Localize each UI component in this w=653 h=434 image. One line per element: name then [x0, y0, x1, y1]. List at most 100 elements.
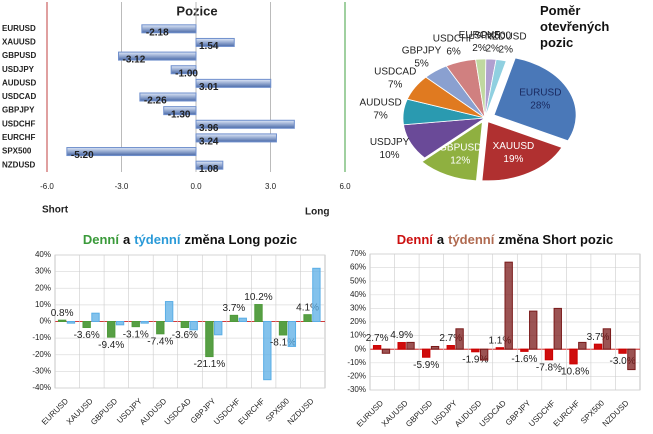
pie-slice [481, 121, 563, 182]
pie-value-label: 7% [373, 111, 388, 122]
x-tick-label: USDCAD [163, 396, 193, 426]
title-part: změna Short pozic [498, 232, 613, 247]
bar [82, 321, 91, 328]
x-tick-label: 6.0 [339, 182, 351, 191]
data-label: -1.9% [462, 354, 488, 365]
bar [627, 348, 636, 371]
bar [397, 342, 406, 350]
bar [618, 348, 627, 354]
pie-label: USDCAD [374, 66, 416, 77]
y-tick-label: 30% [35, 267, 51, 276]
bar [66, 147, 197, 157]
bar [471, 348, 480, 353]
y-tick-label: -30% [32, 366, 51, 375]
y-tick-label: AUDUSD [2, 78, 36, 87]
bar [66, 321, 76, 324]
x-tick-label: -6.0 [40, 182, 54, 191]
pie-label: AUDUSD [359, 98, 401, 109]
data-label: 10.2% [244, 292, 272, 303]
y-tick-label: -30% [347, 385, 366, 394]
bar [529, 310, 538, 350]
bar [189, 321, 198, 331]
pie-value-label: 2% [499, 45, 514, 56]
data-label: 2.7% [366, 333, 389, 344]
data-label: -1.30 [168, 109, 191, 120]
y-tick-label: 40% [350, 290, 366, 299]
pie-label: USDCHF [433, 34, 475, 45]
data-label: 3.24 [199, 137, 219, 148]
pie-slice [484, 59, 507, 119]
y-tick-label: EURCHF [2, 133, 35, 142]
pie-slice [421, 121, 483, 182]
pie-value-label: 28% [530, 100, 550, 111]
data-label: 1.1% [488, 335, 511, 346]
y-tick-label: 50% [350, 276, 366, 285]
data-label: -3.6% [172, 330, 198, 341]
bar [553, 307, 562, 350]
bar [214, 321, 223, 336]
annotation: Long [305, 207, 329, 218]
bar [118, 51, 197, 61]
data-label: 0.8% [51, 308, 74, 319]
pie-label: EURCHF [459, 30, 501, 41]
bar [195, 133, 277, 143]
y-tick-label: 0% [39, 317, 51, 326]
y-tick-label: 70% [350, 249, 366, 258]
pie-label: SPX500 [474, 30, 511, 41]
y-tick-label: -20% [32, 350, 51, 359]
x-tick-label: EURCHF [552, 398, 582, 428]
data-label: -5.20 [71, 150, 94, 161]
data-label: -8.1% [270, 338, 296, 349]
x-tick-label: EURCHF [237, 396, 267, 426]
bar [479, 348, 489, 361]
y-tick-label: XAUUSD [2, 38, 36, 47]
x-tick-label: NZDUSD [286, 396, 316, 426]
bar [544, 348, 554, 361]
pie-value-label: 7% [388, 79, 403, 90]
data-label: -3.1% [123, 329, 149, 340]
title-part: a [123, 232, 131, 247]
data-label: -3.6% [74, 330, 100, 341]
x-tick-label: NZDUSD [601, 398, 631, 428]
pie-value-label: 12% [450, 155, 470, 166]
data-label: -2.26 [144, 96, 167, 107]
bar [170, 65, 197, 75]
pie-title: Poměr otevřených pozic [540, 3, 610, 50]
y-tick-label: EURUSD [2, 24, 36, 33]
bar [238, 317, 247, 322]
bar [156, 321, 165, 335]
x-tick-label: GBPUSD [89, 396, 119, 426]
y-tick-label: USDCAD [2, 92, 36, 101]
bar [195, 78, 272, 88]
bar [422, 348, 431, 358]
bar [107, 321, 116, 338]
bar [593, 343, 603, 350]
bar [430, 345, 440, 350]
bar [91, 312, 100, 322]
y-tick-label: -40% [32, 383, 51, 392]
data-label: 2.7% [439, 333, 462, 344]
bar [455, 328, 464, 350]
bar [278, 321, 288, 336]
bar [141, 24, 197, 34]
chart-title: Pozice [176, 3, 217, 18]
data-label: -21.1% [194, 359, 226, 370]
y-tick-label: USDCHF [2, 119, 35, 128]
bar [569, 348, 578, 365]
pie-label: GBPUSD [439, 142, 481, 153]
bar [287, 321, 297, 347]
title-part: týdenní [448, 232, 495, 247]
y-tick-label: 30% [350, 304, 366, 313]
annotation: Short [42, 205, 69, 216]
pie-value-label: 2% [485, 43, 500, 54]
pie-label: GBPJPY [402, 45, 442, 56]
y-tick-label: 60% [350, 263, 366, 272]
y-tick-label: 40% [35, 250, 51, 259]
bar [115, 321, 125, 326]
bar [381, 348, 391, 354]
y-tick-label: -10% [347, 358, 366, 367]
pie-value-label: 2% [472, 43, 487, 54]
bar [180, 321, 190, 328]
bar [578, 341, 587, 350]
data-label: 3.7% [223, 303, 246, 314]
